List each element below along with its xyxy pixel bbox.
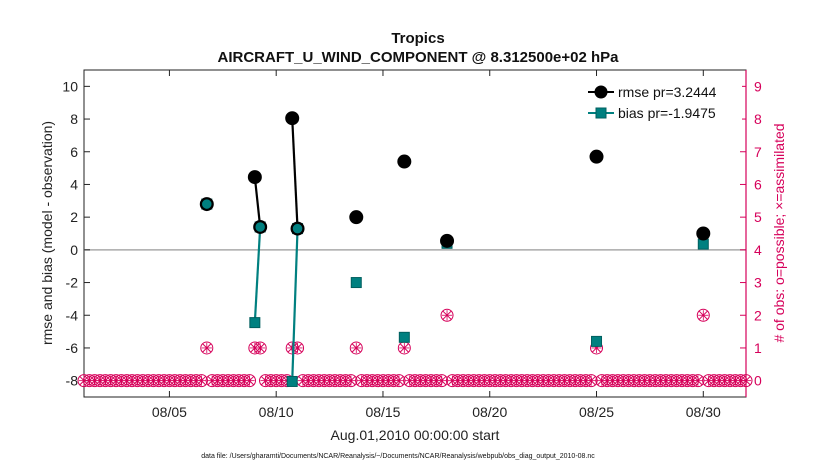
obs-count-marker — [696, 308, 710, 322]
overlap-point — [200, 197, 214, 211]
y-tick-label: 6 — [70, 144, 78, 160]
bias-point — [249, 317, 261, 329]
x-tick-label: 08/10 — [259, 404, 294, 420]
obs-count-marker — [253, 341, 267, 355]
chart-subtitle: AIRCRAFT_U_WIND_COMPONENT @ 8.312500e+02… — [218, 49, 620, 66]
y-tick-label: 2 — [70, 209, 78, 225]
data-file-footer: data file: /Users/gharamti/Documents/NCA… — [201, 453, 595, 460]
obs-count-marker — [440, 308, 454, 322]
obs-count-marker — [397, 341, 411, 355]
bias-point — [591, 335, 603, 347]
y-right-tick-label: 6 — [754, 176, 762, 192]
legend: rmse pr=3.2444 bias pr=-1.9475 — [582, 78, 742, 130]
y-right-tick-label: 3 — [754, 275, 762, 291]
x-axis: 08/05 08/10 08/15 08/20 08/25 08/30 — [152, 70, 721, 420]
y-tick-label: 4 — [70, 176, 78, 192]
y-axis-left: -8 -6 -4 -2 0 2 4 6 8 10 — [62, 78, 90, 389]
y-right-tick-label: 1 — [754, 340, 762, 356]
y-right-tick-label: 9 — [754, 78, 762, 94]
rmse-point — [285, 111, 300, 126]
y-right-tick-label: 0 — [754, 373, 762, 389]
x-axis-label: Aug.01,2010 00:00:00 start — [331, 427, 500, 443]
legend-rmse-label: rmse pr=3.2444 — [618, 84, 717, 100]
x-tick-label: 08/20 — [472, 404, 507, 420]
bias-point — [398, 331, 410, 343]
obs-count-zero-marker — [344, 374, 358, 388]
series-1-line — [291, 228, 299, 382]
y-right-tick-label: 7 — [754, 144, 762, 160]
y-tick-label: -6 — [66, 340, 79, 356]
x-tick-label: 08/05 — [152, 404, 187, 420]
rmse-point — [349, 210, 364, 225]
y-right-tick-label: 4 — [754, 242, 762, 258]
series-1-line — [253, 226, 262, 323]
chart-title: Tropics — [391, 30, 444, 47]
legend-bias-label: bias pr=-1.9475 — [618, 105, 716, 121]
y-tick-label: 10 — [62, 78, 78, 94]
legend-bias-marker — [595, 107, 607, 119]
overlap-point — [253, 220, 267, 234]
bias-point — [350, 277, 362, 289]
series-0-line — [291, 118, 299, 229]
rmse-point — [589, 149, 604, 164]
series-0-line — [253, 176, 262, 228]
y-axis-label: rmse and bias (model - observation) — [39, 121, 55, 345]
obs-count-zero-marker — [739, 374, 753, 388]
obs-count-zero-marker — [194, 374, 208, 388]
legend-rmse-marker — [594, 85, 608, 99]
overlap-point — [291, 222, 304, 235]
bias-point — [697, 238, 709, 250]
bias-point — [286, 375, 298, 387]
rmse-point — [696, 226, 711, 241]
obs-count-marker — [200, 341, 214, 355]
y-right-tick-label: 8 — [754, 111, 762, 127]
y-tick-label: -4 — [66, 307, 79, 323]
y-tick-label: -8 — [66, 373, 79, 389]
x-tick-label: 08/30 — [686, 404, 721, 420]
x-tick-label: 08/15 — [365, 404, 400, 420]
obs-count-marker — [349, 341, 363, 355]
y-right-tick-label: 2 — [754, 307, 762, 323]
y-tick-label: 8 — [70, 111, 78, 127]
y-tick-label: 0 — [70, 242, 78, 258]
rmse-point — [440, 233, 455, 248]
y-right-tick-label: 5 — [754, 209, 762, 225]
y-axis-right-label: # of obs: o=possible; ×=assimilated — [771, 123, 787, 342]
y-tick-label: -2 — [66, 275, 79, 291]
obs-count-zero-marker — [243, 374, 256, 388]
series-layer — [199, 111, 711, 387]
rmse-point — [247, 170, 262, 185]
rmse-point — [397, 154, 412, 169]
x-tick-label: 08/25 — [579, 404, 614, 420]
y-axis-right: 0 1 2 3 4 5 6 7 8 9 — [740, 70, 762, 397]
